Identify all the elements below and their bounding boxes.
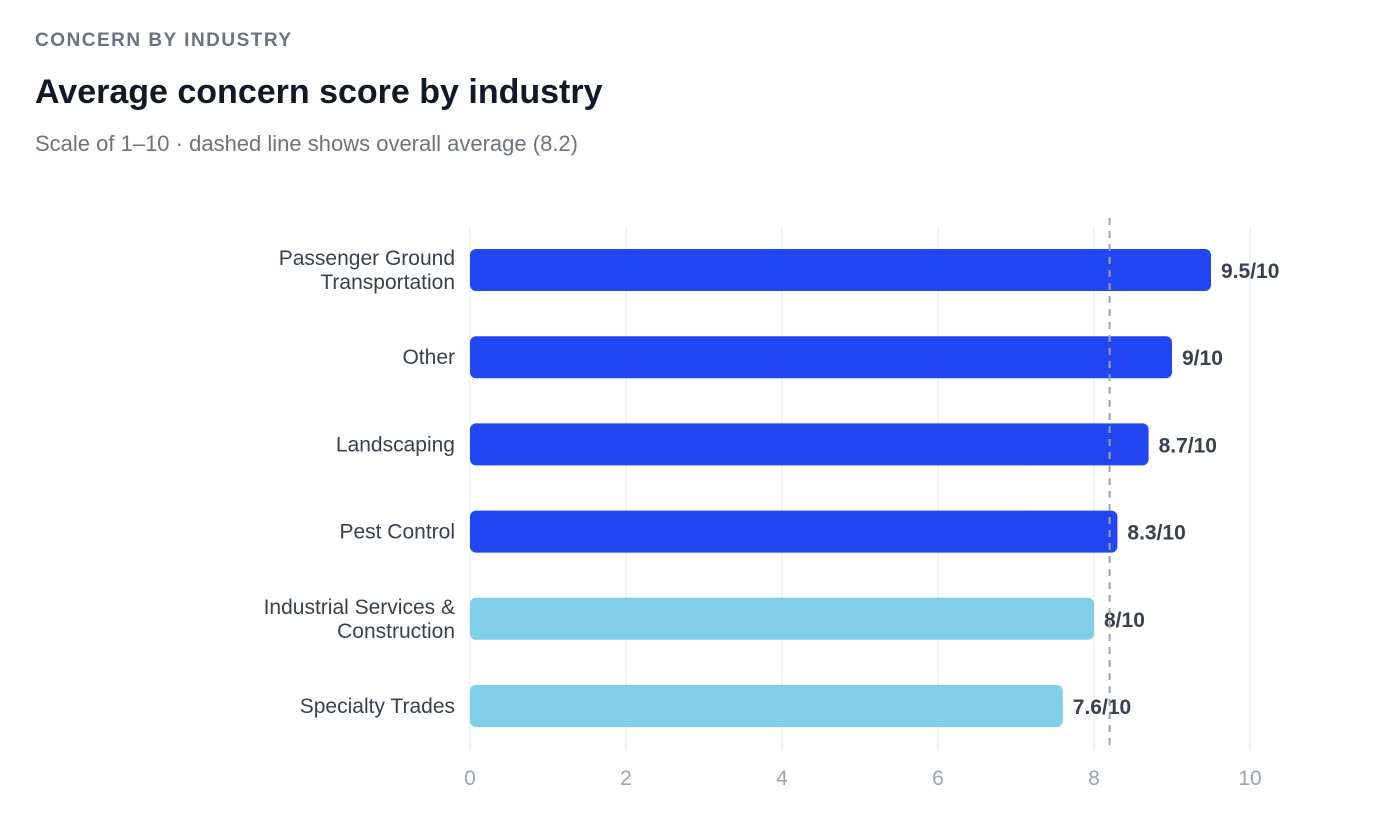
category-label: Passenger Ground [279, 247, 455, 270]
eyebrow-label: CONCERN BY INDUSTRY [35, 30, 293, 51]
bar [470, 597, 1094, 640]
x-tick-label: 10 [1238, 767, 1261, 790]
x-tick-label: 6 [932, 767, 944, 790]
x-tick-label: 0 [464, 767, 476, 790]
data-label: 7.6/10 [1073, 696, 1131, 719]
data-label: 9.5/10 [1221, 260, 1279, 283]
category-label: Landscaping [336, 433, 455, 456]
category-label: Other [402, 346, 455, 369]
bar [470, 336, 1172, 379]
bar [470, 510, 1118, 553]
category-label: Pest Control [339, 521, 455, 544]
bar [470, 423, 1149, 466]
data-label: 8.3/10 [1127, 522, 1185, 545]
bar [470, 685, 1063, 727]
x-tick-label: 2 [620, 767, 632, 790]
data-label: 8/10 [1104, 609, 1145, 632]
chart-subtitle: Scale of 1–10 · dashed line shows overal… [35, 131, 578, 156]
data-label: 9/10 [1182, 347, 1223, 370]
category-label: Specialty Trades [300, 695, 455, 718]
category-label: Transportation [320, 271, 455, 294]
category-label: Construction [337, 620, 455, 643]
bar [470, 249, 1211, 291]
chart-title: Average concern score by industry [35, 73, 603, 111]
data-label: 8.7/10 [1159, 434, 1217, 457]
x-tick-label: 8 [1088, 767, 1100, 790]
category-label: Industrial Services & [264, 596, 455, 619]
x-tick-label: 4 [776, 767, 788, 790]
